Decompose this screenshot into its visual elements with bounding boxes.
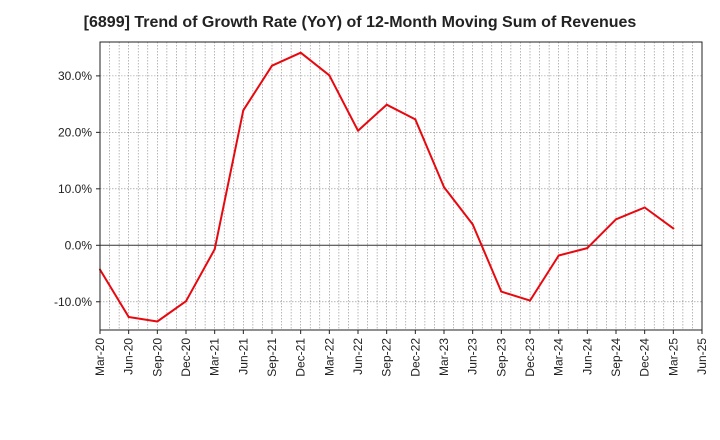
x-tick-label: Sep-21 — [265, 338, 279, 377]
data-point — [414, 118, 417, 121]
x-tick-label: Sep-20 — [150, 338, 164, 377]
y-tick-label: 30.0% — [58, 69, 92, 83]
y-tick-label: 10.0% — [58, 182, 92, 196]
data-point — [213, 248, 216, 251]
x-tick-label: Jun-25 — [695, 338, 709, 375]
chart-title: [6899] Trend of Growth Rate (YoY) of 12-… — [83, 14, 637, 31]
plot-frame — [99, 41, 703, 331]
y-tick-label: 0.0% — [65, 238, 93, 252]
data-point — [443, 186, 445, 189]
data-point — [127, 316, 130, 319]
y-tick-label: 20.0% — [58, 125, 92, 139]
x-tick-label: Jun-22 — [351, 338, 365, 375]
x-tick-label: Mar-22 — [322, 338, 336, 376]
data-point — [672, 227, 675, 230]
x-tick-label: Mar-24 — [552, 338, 566, 376]
x-tick-label: Jun-24 — [580, 338, 594, 375]
x-tick-label: Sep-23 — [494, 338, 508, 377]
x-tick-label: Mar-21 — [208, 338, 222, 376]
grid-layer — [100, 42, 702, 330]
x-tick-label: Dec-23 — [523, 338, 537, 377]
axis-layer: -10.0% 0.0% 10.0% 20.0% 30.0% Mar-20 Jun-20 Sep… — [54, 69, 709, 377]
x-tick-label: Sep-22 — [380, 338, 394, 377]
x-tick-label: Dec-22 — [408, 338, 422, 377]
data-point — [299, 51, 302, 54]
x-tick-label: Jun-20 — [122, 338, 136, 375]
data-point — [328, 74, 331, 77]
x-tick-label: Jun-21 — [236, 338, 250, 375]
y-tick-label: -10.0% — [54, 295, 92, 309]
x-tick-label: Jun-23 — [466, 338, 480, 375]
data-point — [586, 247, 589, 250]
x-tick-label: Mar-20 — [93, 338, 107, 376]
x-tick-label: Sep-24 — [609, 338, 623, 377]
data-point — [500, 290, 503, 293]
x-tick-label: Dec-24 — [638, 338, 652, 377]
data-point — [643, 206, 646, 209]
data-point — [471, 223, 474, 226]
data-point — [385, 103, 388, 106]
x-tick-label: Dec-20 — [179, 338, 193, 377]
data-point — [185, 300, 187, 303]
data-point — [242, 109, 245, 112]
data-point — [156, 320, 159, 323]
data-point — [529, 299, 531, 302]
plot-area-background — [100, 42, 702, 330]
x-tick-label: Dec-21 — [294, 338, 308, 377]
x-tick-label: Mar-25 — [666, 338, 680, 376]
x-tick-label: Mar-23 — [437, 338, 451, 376]
data-point — [615, 218, 617, 221]
data-point — [557, 254, 560, 257]
data-point — [357, 129, 359, 132]
data-point — [271, 64, 273, 67]
